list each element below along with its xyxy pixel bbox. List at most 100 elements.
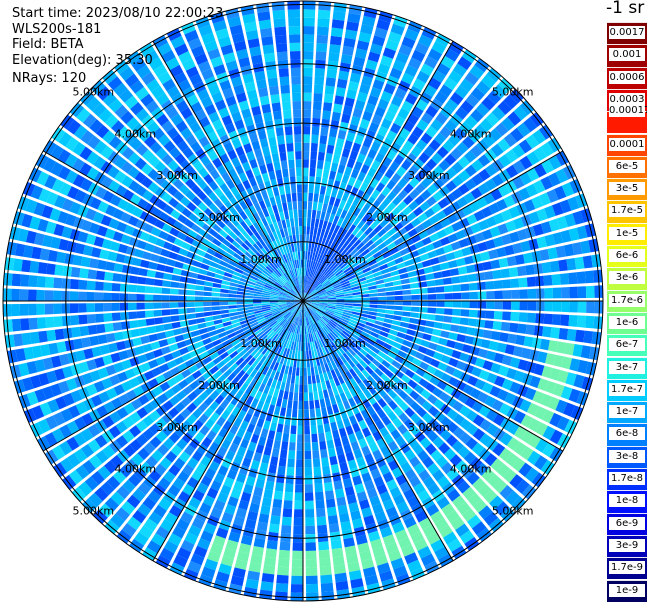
ray-cell (369, 263, 379, 270)
ray-cell (551, 314, 561, 326)
ray-cell (196, 375, 206, 385)
ray-cell (257, 219, 265, 229)
ray-cell (375, 255, 385, 263)
ray-cell (191, 370, 202, 380)
ray-cell (380, 268, 390, 275)
ray-cell (56, 341, 67, 353)
ray-cell (153, 64, 168, 78)
ray-cell (459, 317, 469, 326)
ray-cell (148, 511, 163, 525)
ray-cell (265, 266, 274, 274)
azimuth-spoke (42, 300, 304, 452)
ray-cell (172, 328, 183, 336)
ray-cell (42, 234, 53, 248)
ray-cell (321, 457, 330, 467)
ray-cell (544, 287, 553, 299)
ray-cell (213, 198, 224, 209)
ray-cell (192, 489, 205, 502)
ray-cell (392, 341, 402, 350)
ray-cell (386, 379, 396, 389)
ray-cell (330, 252, 337, 261)
ray-cell (460, 283, 470, 292)
ray-cell (213, 251, 224, 260)
ray-cell (306, 592, 319, 601)
ray-cell (174, 202, 186, 213)
ray-cell (245, 227, 254, 237)
ray-cell (319, 298, 328, 300)
ray-cell (188, 497, 201, 509)
ray-cell (290, 260, 294, 270)
ray-cell (234, 267, 244, 274)
ray-cell (517, 323, 527, 334)
ray-cell (316, 508, 326, 518)
ray-cell (313, 323, 319, 332)
ray-cell (352, 475, 363, 486)
ray-cell (148, 359, 159, 369)
ray-cell (304, 450, 312, 460)
ray-cell (271, 102, 281, 112)
ray-cell (368, 442, 379, 453)
ray-cell (61, 198, 74, 212)
ray-cell (281, 93, 291, 103)
ray-cell (533, 363, 545, 376)
ray-cell (348, 318, 358, 325)
ray-cell (207, 550, 221, 563)
ray-cell (363, 388, 372, 399)
range-ring-label: 2.00km (366, 379, 408, 392)
range-ring-label: 1.00km (240, 253, 282, 266)
ray-cell (94, 434, 108, 448)
ray-cell (420, 189, 432, 201)
ray-cell (532, 129, 546, 145)
ray-cell (222, 276, 232, 282)
ray-cell (232, 354, 242, 363)
ray-cell (434, 411, 446, 423)
ray-cell (197, 274, 207, 281)
ray-cell (361, 75, 373, 87)
ray-cell (419, 253, 430, 262)
ray-cell (398, 364, 408, 374)
ray-cell (156, 113, 169, 127)
ray-cell (325, 287, 334, 292)
colorbar-label: 0.0003 (609, 92, 645, 106)
ray-cell (209, 243, 219, 251)
ray-cell (415, 367, 426, 377)
ray-cell (290, 252, 294, 261)
ray-cell (246, 89, 258, 100)
ray-cell (274, 313, 282, 320)
ray-cell (204, 385, 215, 396)
ray-cell (361, 369, 370, 379)
ray-cell (186, 94, 199, 107)
ray-cell (126, 117, 140, 131)
ray-cell (332, 386, 339, 396)
ray-cell (122, 479, 136, 493)
ray-cell (374, 275, 384, 281)
ray-cell (319, 135, 328, 145)
ray-cell (367, 94, 379, 106)
ray-cell (407, 437, 419, 449)
ray-cell (563, 402, 576, 417)
ray-cell (216, 360, 226, 370)
ray-cell (326, 307, 336, 311)
ray-cell (218, 36, 232, 48)
ray-cell (259, 164, 268, 175)
ray-cell (242, 325, 251, 332)
ray-cell (397, 424, 408, 435)
ray-cell (312, 383, 318, 393)
ray-cell (323, 345, 330, 354)
ray-cell (397, 178, 408, 189)
ray-cell (305, 492, 314, 501)
ray-cell (249, 259, 258, 267)
ray-cell (61, 226, 73, 239)
ray-cell (380, 373, 390, 383)
ray-cell (358, 32, 372, 43)
ray-cell (561, 356, 572, 370)
ray-cell (318, 390, 324, 400)
ray-cell (490, 259, 501, 269)
ray-cell (440, 372, 452, 383)
ray-cell (207, 48, 221, 60)
ray-cell (229, 24, 243, 36)
ray-cell (396, 501, 409, 514)
ray-cell (174, 426, 186, 438)
ray-cell (256, 400, 265, 410)
ray-cell (245, 475, 256, 487)
